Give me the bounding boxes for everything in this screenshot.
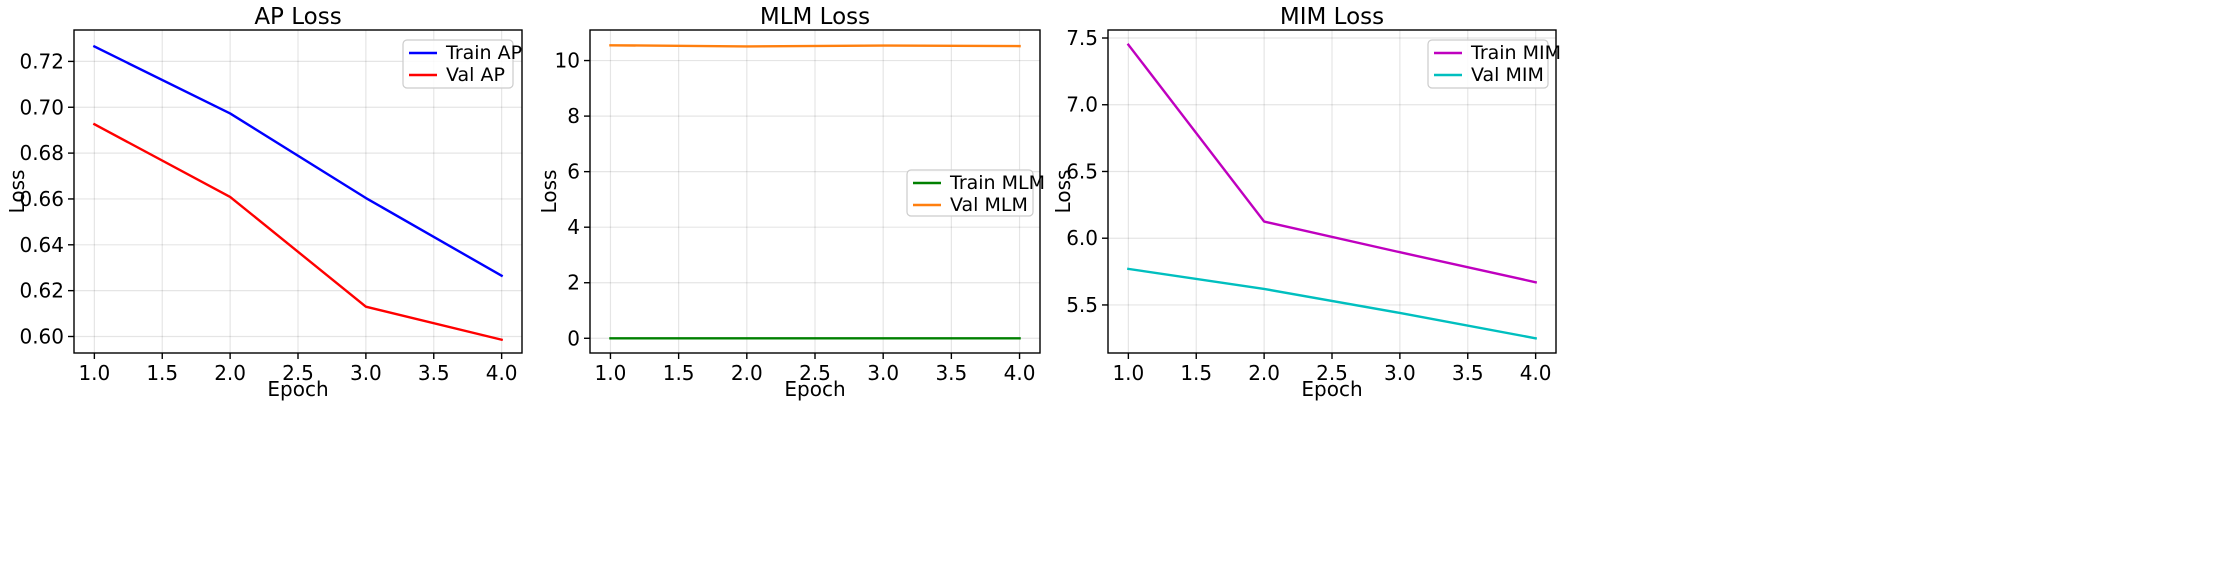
x-tick-label: 2.5 (282, 361, 314, 385)
x-axis-label: Epoch (784, 377, 845, 401)
x-tick-label: 4.0 (1004, 361, 1036, 385)
x-tick-label: 2.5 (1316, 361, 1348, 385)
y-tick-label: 7.0 (1066, 93, 1098, 117)
x-tick-label: 1.0 (595, 361, 627, 385)
x-axis-label: Epoch (1301, 377, 1362, 401)
x-tick-label: 3.5 (418, 361, 450, 385)
y-axis-label: Loss (1051, 170, 1075, 214)
y-tick-label: 2 (567, 271, 580, 295)
y-tick-label: 5.5 (1066, 293, 1098, 317)
x-tick-label: 3.0 (350, 361, 382, 385)
x-tick-label: 1.5 (1180, 361, 1212, 385)
x-tick-label: 1.5 (663, 361, 695, 385)
x-tick-label: 1.0 (78, 361, 110, 385)
y-tick-label: 6.0 (1066, 226, 1098, 250)
legend-label: Val MIM (1471, 64, 1544, 86)
legend-label: Val AP (446, 64, 505, 86)
y-tick-label: 0.60 (19, 324, 64, 348)
chart-title: MLM Loss (760, 4, 870, 30)
series-line-val-mim (1126, 267, 1538, 340)
y-tick-label: 0.70 (19, 95, 64, 119)
chart-panel-3: 1.0 1.5 2.0 2.5 3.0 3.5 4.0 5.5 6.0 6.5 7.0 7.5 MIM … (1051, 4, 1561, 401)
chart-panel-2: 1.0 1.5 2.0 2.5 3.0 3.5 4.0 0 2 4 6 8 10 MLM Loss Epoc… (537, 4, 1045, 401)
y-tick-label: 0.64 (19, 233, 64, 257)
legend-label: Train AP (445, 42, 522, 64)
chart-title: AP Loss (254, 4, 341, 30)
y-tick-label: 0 (567, 326, 580, 350)
y-axis-label: Loss (537, 170, 561, 214)
x-tick-label: 3.5 (935, 361, 967, 385)
x-tick-label: 2.5 (799, 361, 831, 385)
x-tick-label: 1.5 (146, 361, 178, 385)
y-tick-label: 0.68 (19, 141, 64, 165)
series-line-val-ap (92, 122, 504, 342)
series-line-train-mim (1126, 42, 1538, 284)
series-line-train-ap (92, 44, 504, 278)
x-tick-label: 3.0 (1384, 361, 1416, 385)
y-tick-label: 4 (567, 215, 580, 239)
x-tick-label: 3.5 (1452, 361, 1484, 385)
y-tick-label: 8 (567, 104, 580, 128)
series-line-val-mlm (609, 44, 1021, 48)
y-tick-label: 6 (567, 160, 580, 184)
x-tick-label: 2.0 (731, 361, 763, 385)
y-tick-label: 0.62 (19, 279, 64, 303)
x-axis-label: Epoch (267, 377, 328, 401)
chart-title: MIM Loss (1280, 4, 1384, 30)
y-tick-label: 6.5 (1066, 159, 1098, 183)
x-tick-label: 4.0 (1520, 361, 1552, 385)
legend-label: Train MIM (1470, 42, 1561, 64)
legend-label: Val MLM (950, 194, 1028, 216)
y-tick-label: 0.66 (19, 187, 64, 211)
x-tick-label: 2.0 (214, 361, 246, 385)
y-axis-label: Loss (5, 170, 29, 214)
x-tick-label: 4.0 (486, 361, 518, 385)
x-tick-label: 3.0 (867, 361, 899, 385)
y-tick-label: 10 (555, 49, 580, 73)
x-tick-label: 2.0 (1248, 361, 1280, 385)
y-tick-label: 7.5 (1066, 26, 1098, 50)
x-tick-label: 1.0 (1112, 361, 1144, 385)
legend-label: Train MLM (949, 172, 1045, 194)
y-tick-label: 0.72 (19, 49, 64, 73)
chart-panel-1: 1.0 1.5 2.0 2.5 3.0 3.5 4.0 0.60 0.62 0.64 0.66 0.6… (5, 4, 523, 401)
